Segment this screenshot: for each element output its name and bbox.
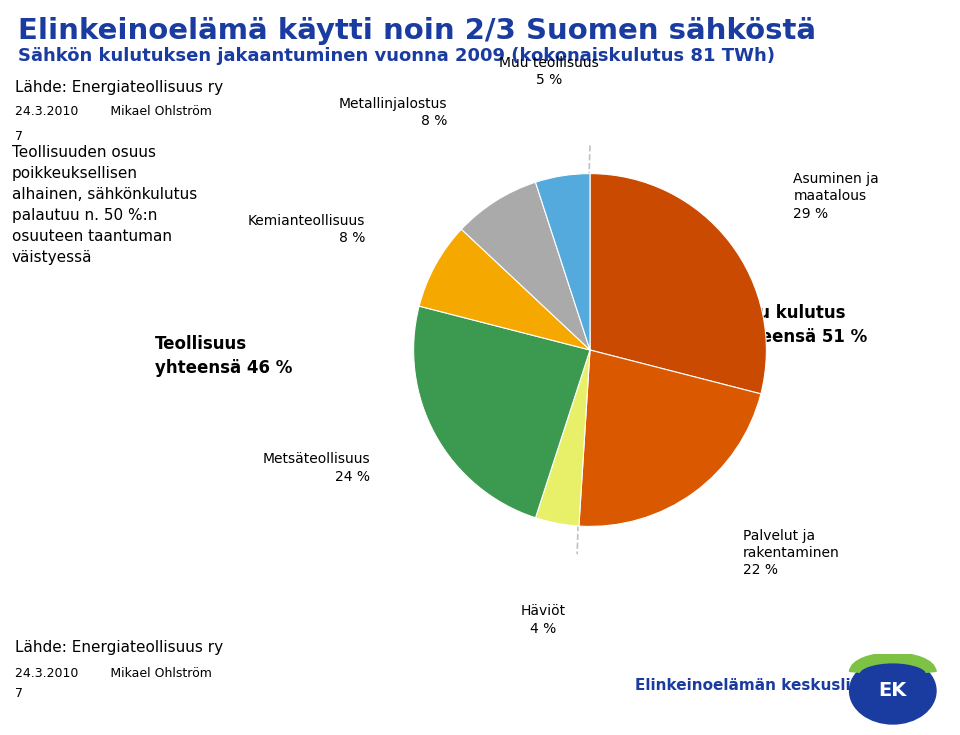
Text: Elinkeinoelämä käytti noin 2/3 Suomen sähköstä: Elinkeinoelämä käytti noin 2/3 Suomen sä… [18,17,816,45]
Circle shape [850,658,936,724]
Text: 7: 7 [15,687,23,700]
Text: Lähde: Energiateollisuus ry: Lähde: Energiateollisuus ry [15,640,223,655]
Text: EK: EK [878,681,907,700]
Text: 7: 7 [15,130,23,143]
Wedge shape [536,350,590,526]
Wedge shape [579,350,761,526]
Text: Kemianteollisuus
8 %: Kemianteollisuus 8 % [248,213,365,245]
Text: Metallinjalostus
8 %: Metallinjalostus 8 % [339,97,447,128]
Text: Palvelut ja
rakentaminen
22 %: Palvelut ja rakentaminen 22 % [743,528,839,577]
Text: Sähkön kulutuksen jakaantuminen vuonna 2009 (kokonaiskulutus 81 TWh): Sähkön kulutuksen jakaantuminen vuonna 2… [18,47,775,65]
Text: 24.3.2010        Mikael Ohlström: 24.3.2010 Mikael Ohlström [15,667,212,680]
Text: Lähde: Energiateollisuus ry: Lähde: Energiateollisuus ry [15,80,223,95]
Text: Teollisuus
yhteensä 46 %: Teollisuus yhteensä 46 % [155,335,293,376]
Text: Asuminen ja
maatalous
29 %: Asuminen ja maatalous 29 % [794,172,879,220]
Wedge shape [414,306,590,517]
Wedge shape [536,173,590,350]
Text: 24.3.2010        Mikael Ohlström: 24.3.2010 Mikael Ohlström [15,105,212,118]
Text: Häviöt
4 %: Häviöt 4 % [520,604,565,636]
Text: Muu kulutus
yhteensä 51 %: Muu kulutus yhteensä 51 % [730,304,867,345]
Text: Metsäteollisuus
24 %: Metsäteollisuus 24 % [263,452,371,484]
Text: Teollisuuden osuus
poikkeuksellisen
alhainen, sähkönkulutus
palautuu n. 50 %:n
o: Teollisuuden osuus poikkeuksellisen alha… [12,145,197,265]
Wedge shape [420,229,590,350]
Wedge shape [462,182,590,350]
Wedge shape [590,173,766,394]
Text: Muu teollisuus
5 %: Muu teollisuus 5 % [499,56,599,87]
Text: Elinkeinoelämän keskusliitto: Elinkeinoelämän keskusliitto [635,678,881,693]
